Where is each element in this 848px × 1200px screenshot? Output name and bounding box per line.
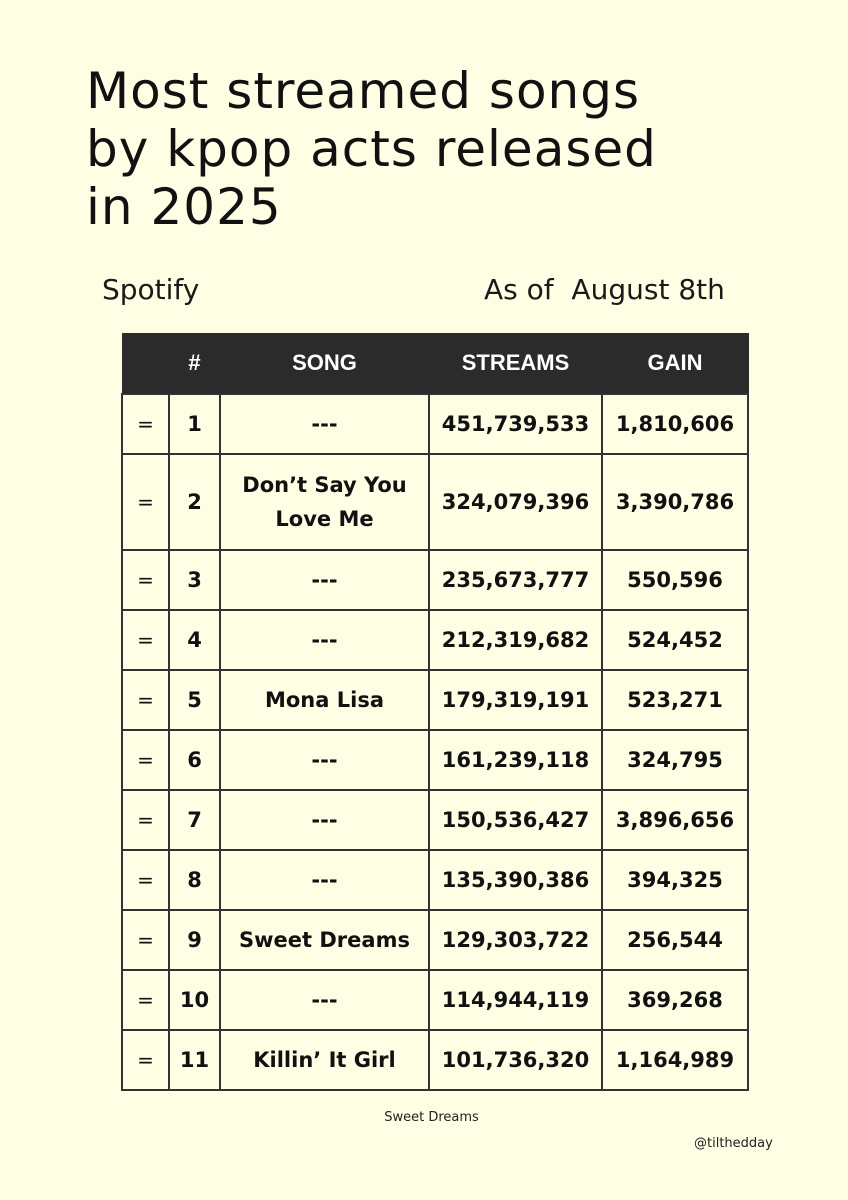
table-row: = 8 --- 135,390,386 394,325 — [121, 849, 749, 911]
streams-cell: 101,736,320 — [428, 1029, 603, 1091]
title-line-1: Most streamed songs — [86, 62, 641, 120]
streams-cell: 150,536,427 — [428, 789, 603, 851]
streams-cell: 129,303,722 — [428, 909, 603, 971]
as-of-date: As of August 8th — [484, 273, 725, 306]
movement-cell: = — [121, 609, 170, 671]
song-cell: --- — [219, 969, 430, 1031]
song-cell: Sweet Dreams — [219, 909, 430, 971]
table-row: = 4 --- 212,319,682 524,452 — [121, 609, 749, 671]
page-title: Most streamed songs by kpop acts release… — [86, 62, 786, 236]
movement-cell: = — [121, 549, 170, 611]
gain-cell: 3,896,656 — [601, 789, 749, 851]
gain-cell: 524,452 — [601, 609, 749, 671]
song-cell: Don’t Say You Love Me — [219, 453, 430, 551]
rank-cell: 5 — [168, 669, 221, 731]
rank-cell: 8 — [168, 849, 221, 911]
rank-cell: 6 — [168, 729, 221, 791]
rank-cell: 9 — [168, 909, 221, 971]
gain-cell: 369,268 — [601, 969, 749, 1031]
author-handle: @tilthedday — [694, 1136, 773, 1151]
streams-cell: 324,079,396 — [428, 453, 603, 551]
streams-cell: 451,739,533 — [428, 393, 603, 455]
song-cell: Mona Lisa — [219, 669, 430, 731]
streams-cell: 212,319,682 — [428, 609, 603, 671]
header-rank: # — [168, 333, 221, 394]
table-row: = 7 --- 150,536,427 3,896,656 — [121, 789, 749, 851]
song-cell: --- — [219, 729, 430, 791]
platform-label: Spotify — [102, 273, 200, 306]
movement-cell: = — [121, 453, 170, 551]
rank-cell: 7 — [168, 789, 221, 851]
rank-cell: 10 — [168, 969, 221, 1031]
rank-cell: 1 — [168, 393, 221, 455]
table-row: = 1 --- 451,739,533 1,810,606 — [121, 393, 749, 455]
gain-cell: 3,390,786 — [601, 453, 749, 551]
movement-cell: = — [121, 849, 170, 911]
table-row: = 2 Don’t Say You Love Me 324,079,396 3,… — [121, 453, 749, 551]
movement-cell: = — [121, 909, 170, 971]
movement-cell: = — [121, 1029, 170, 1091]
song-cell: Killin’ It Girl — [219, 1029, 430, 1091]
gain-cell: 394,325 — [601, 849, 749, 911]
table-row: = 6 --- 161,239,118 324,795 — [121, 729, 749, 791]
footnote: Sweet Dreams — [384, 1110, 479, 1125]
gain-cell: 256,544 — [601, 909, 749, 971]
rank-cell: 4 — [168, 609, 221, 671]
streams-cell: 179,319,191 — [428, 669, 603, 731]
header-streams: STREAMS — [428, 333, 603, 394]
table-row: = 3 --- 235,673,777 550,596 — [121, 549, 749, 611]
gain-cell: 1,810,606 — [601, 393, 749, 455]
movement-cell: = — [121, 729, 170, 791]
movement-cell: = — [121, 969, 170, 1031]
movement-cell: = — [121, 669, 170, 731]
gain-cell: 1,164,989 — [601, 1029, 749, 1091]
movement-cell: = — [121, 393, 170, 455]
gain-cell: 324,795 — [601, 729, 749, 791]
streams-cell: 135,390,386 — [428, 849, 603, 911]
song-cell: --- — [219, 609, 430, 671]
header-gain: GAIN — [601, 333, 749, 394]
song-cell: --- — [219, 789, 430, 851]
gain-cell: 523,271 — [601, 669, 749, 731]
song-cell: --- — [219, 849, 430, 911]
song-cell: --- — [219, 393, 430, 455]
streams-cell: 161,239,118 — [428, 729, 603, 791]
header-movement — [121, 333, 170, 394]
streams-cell: 235,673,777 — [428, 549, 603, 611]
rank-cell: 3 — [168, 549, 221, 611]
table-header-row: # SONG STREAMS GAIN — [121, 333, 749, 394]
gain-cell: 550,596 — [601, 549, 749, 611]
rank-cell: 11 — [168, 1029, 221, 1091]
title-line-3: in 2025 — [86, 178, 282, 236]
streams-cell: 114,944,119 — [428, 969, 603, 1031]
title-line-2: by kpop acts released — [86, 120, 657, 178]
streams-table: # SONG STREAMS GAIN = 1 --- 451,739,533 … — [121, 333, 749, 1091]
movement-cell: = — [121, 789, 170, 851]
table-row: = 11 Killin’ It Girl 101,736,320 1,164,9… — [121, 1029, 749, 1091]
table-row: = 10 --- 114,944,119 369,268 — [121, 969, 749, 1031]
song-cell: --- — [219, 549, 430, 611]
table-row: = 5 Mona Lisa 179,319,191 523,271 — [121, 669, 749, 731]
header-song: SONG — [219, 333, 430, 394]
table-row: = 9 Sweet Dreams 129,303,722 256,544 — [121, 909, 749, 971]
rank-cell: 2 — [168, 453, 221, 551]
